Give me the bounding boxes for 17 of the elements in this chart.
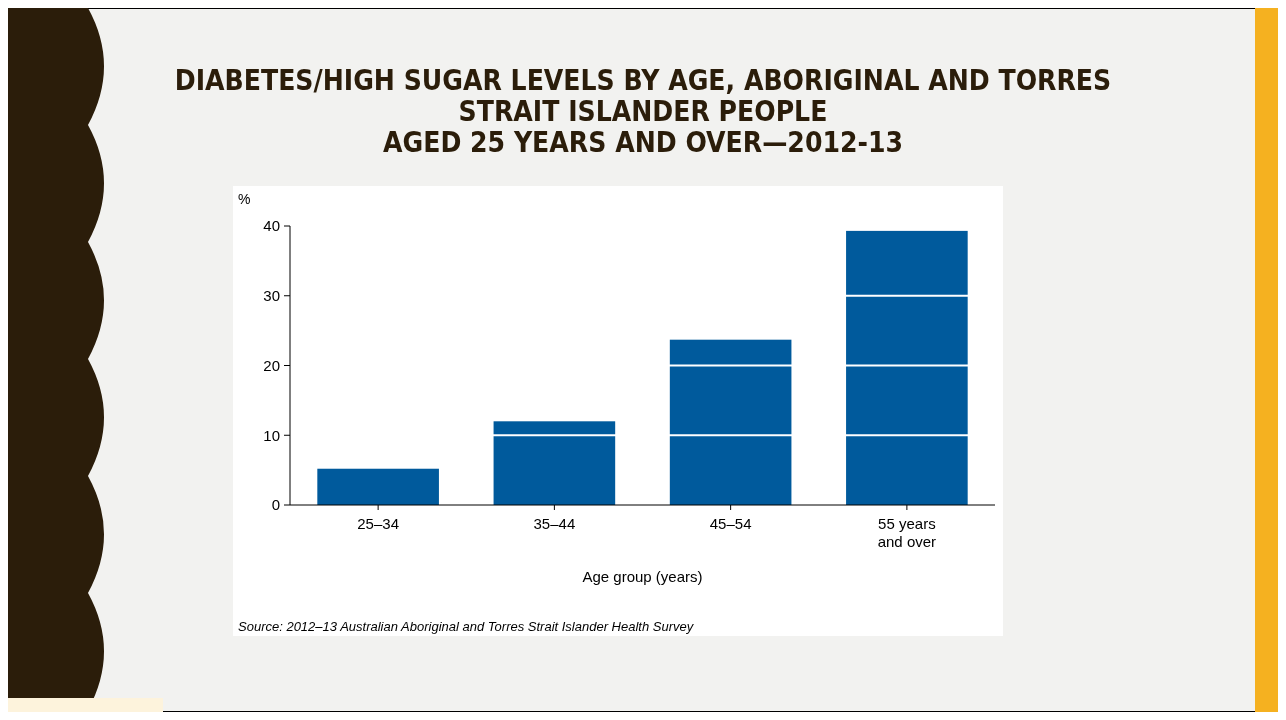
- y-tick-label: 30: [263, 287, 280, 304]
- x-tick-label: 35–44: [533, 515, 576, 532]
- chart-title: DIABETES/HIGH SUGAR LEVELS BY AGE, ABORIGINAL AND TORRES STRAIT ISLANDER PEOPLE AGED 25 YEARS AND OVER—2012-13: [174, 64, 1112, 159]
- source-note: Source: 2012–13 Australian Aboriginal and Torres Strait Islander Health Survey: [238, 619, 695, 634]
- y-tick-label: 20: [263, 356, 280, 374]
- y-tick-label: 40: [263, 217, 280, 235]
- x-tick-label: 25–34: [357, 515, 399, 532]
- bar: [317, 468, 439, 505]
- x-tick-label: 45–54: [709, 515, 752, 532]
- y-axis-title: %: [238, 191, 251, 207]
- bar: [493, 421, 616, 505]
- x-axis-title: Age group (years): [582, 568, 703, 585]
- y-tick-label: 10: [263, 426, 280, 444]
- y-tick-label: 0: [271, 496, 280, 514]
- x-tick-label: 55 years and over: [877, 515, 937, 550]
- bar: [669, 339, 792, 505]
- bar: [846, 230, 968, 505]
